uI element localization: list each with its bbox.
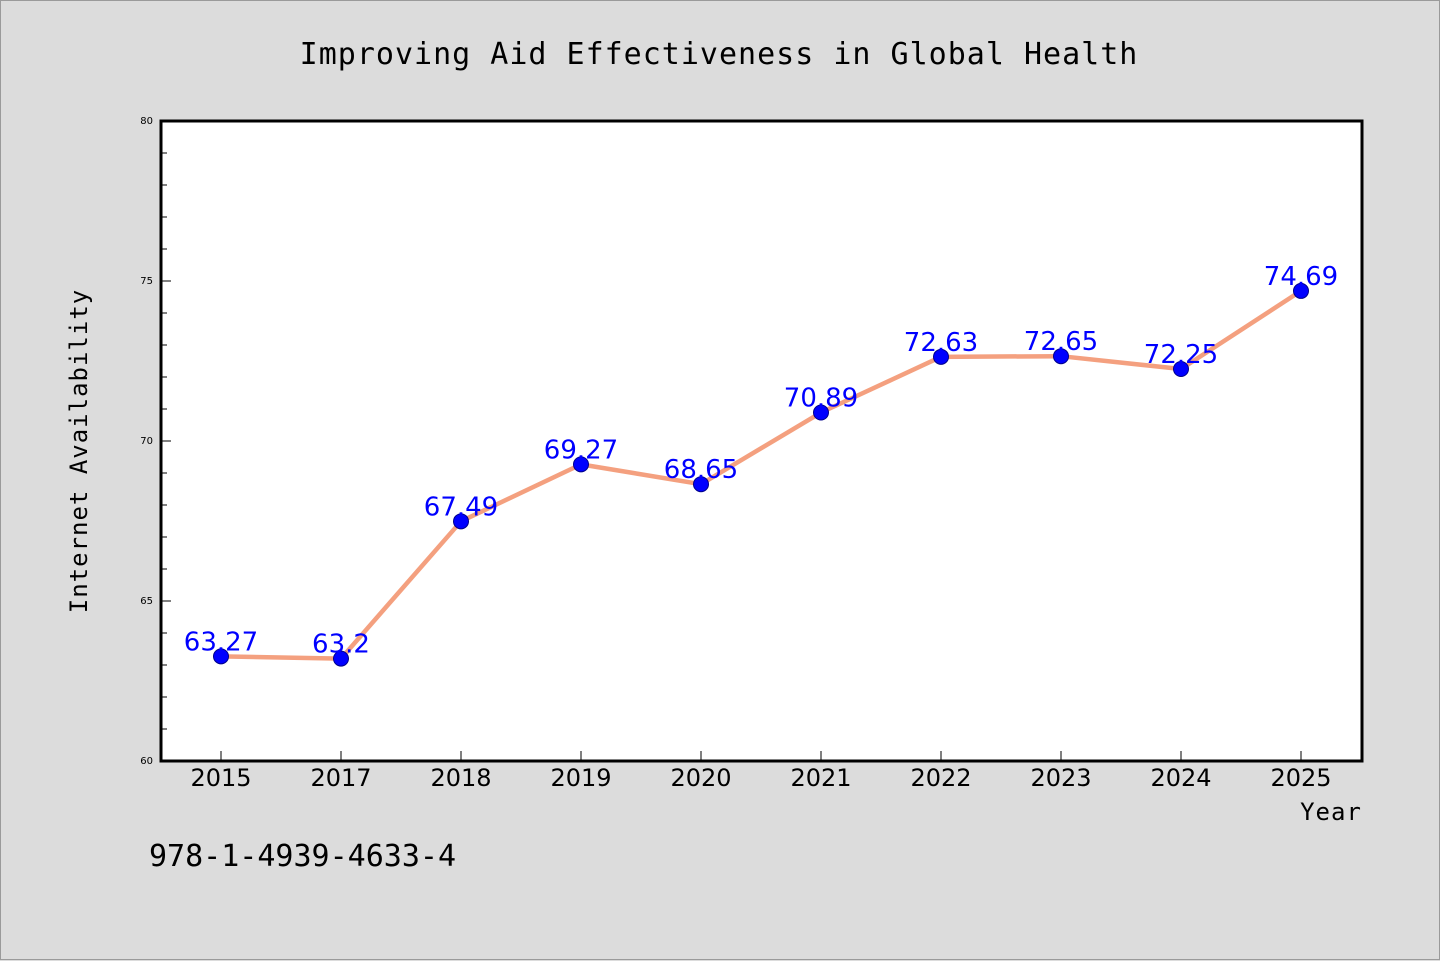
series-line (218, 288, 1304, 661)
series-group: 63.27 63.2 67.49 69.27 68.65 70.89 72.63 72.65 7… (184, 262, 1338, 667)
y-axis-label: Internet Availability (65, 289, 93, 613)
x-axis: 2015 2017 2018 2019 2020 2021 2022 2023 2024 2025 (190, 751, 1332, 792)
x-tick-label: 2018 (430, 764, 491, 792)
data-label: 70.89 (784, 384, 858, 414)
x-tick-label: 2017 (310, 764, 371, 792)
chart-title: Improving Aid Effectiveness in Global He… (300, 37, 1139, 72)
data-point (1293, 282, 1309, 299)
data-label: 68.65 (664, 455, 738, 485)
data-label: 63.2 (312, 630, 370, 660)
data-label: 72.63 (904, 328, 978, 358)
y-tick-label: 75 (140, 276, 153, 287)
y-tick-label: 70 (140, 436, 153, 447)
data-label: 63.27 (184, 627, 258, 657)
data-label: 72.65 (1024, 327, 1098, 357)
data-point (453, 513, 469, 530)
data-point (573, 456, 589, 473)
plot-area (161, 121, 1362, 761)
data-label: 69.27 (544, 435, 618, 465)
data-label: 74.69 (1264, 262, 1338, 292)
x-tick-label: 2022 (910, 764, 971, 792)
plot-frame (159, 119, 1364, 763)
data-point (1053, 348, 1069, 365)
x-tick-label: 2021 (790, 764, 851, 792)
y-tick-label: 80 (140, 116, 153, 127)
data-point (813, 404, 829, 421)
x-tick-label: 2023 (1030, 764, 1091, 792)
y-tick-label: 65 (140, 596, 153, 607)
y-tick-label: 60 (140, 756, 153, 767)
x-tick-label: 2019 (550, 764, 611, 792)
data-label: 72.25 (1144, 340, 1218, 370)
data-point (213, 648, 229, 665)
footnote-isbn: 978-1-4939-4633-4 (149, 839, 456, 874)
x-axis-label: Year (1300, 798, 1362, 826)
x-tick-label: 2015 (190, 764, 251, 792)
x-tick-label: 2024 (1150, 764, 1211, 792)
data-point (333, 650, 349, 667)
x-tick-label: 2025 (1270, 764, 1331, 792)
x-tick-label: 2020 (670, 764, 731, 792)
data-label: 67.49 (424, 492, 498, 522)
data-point (933, 348, 949, 365)
data-point (1173, 361, 1189, 377)
data-point (693, 476, 709, 493)
